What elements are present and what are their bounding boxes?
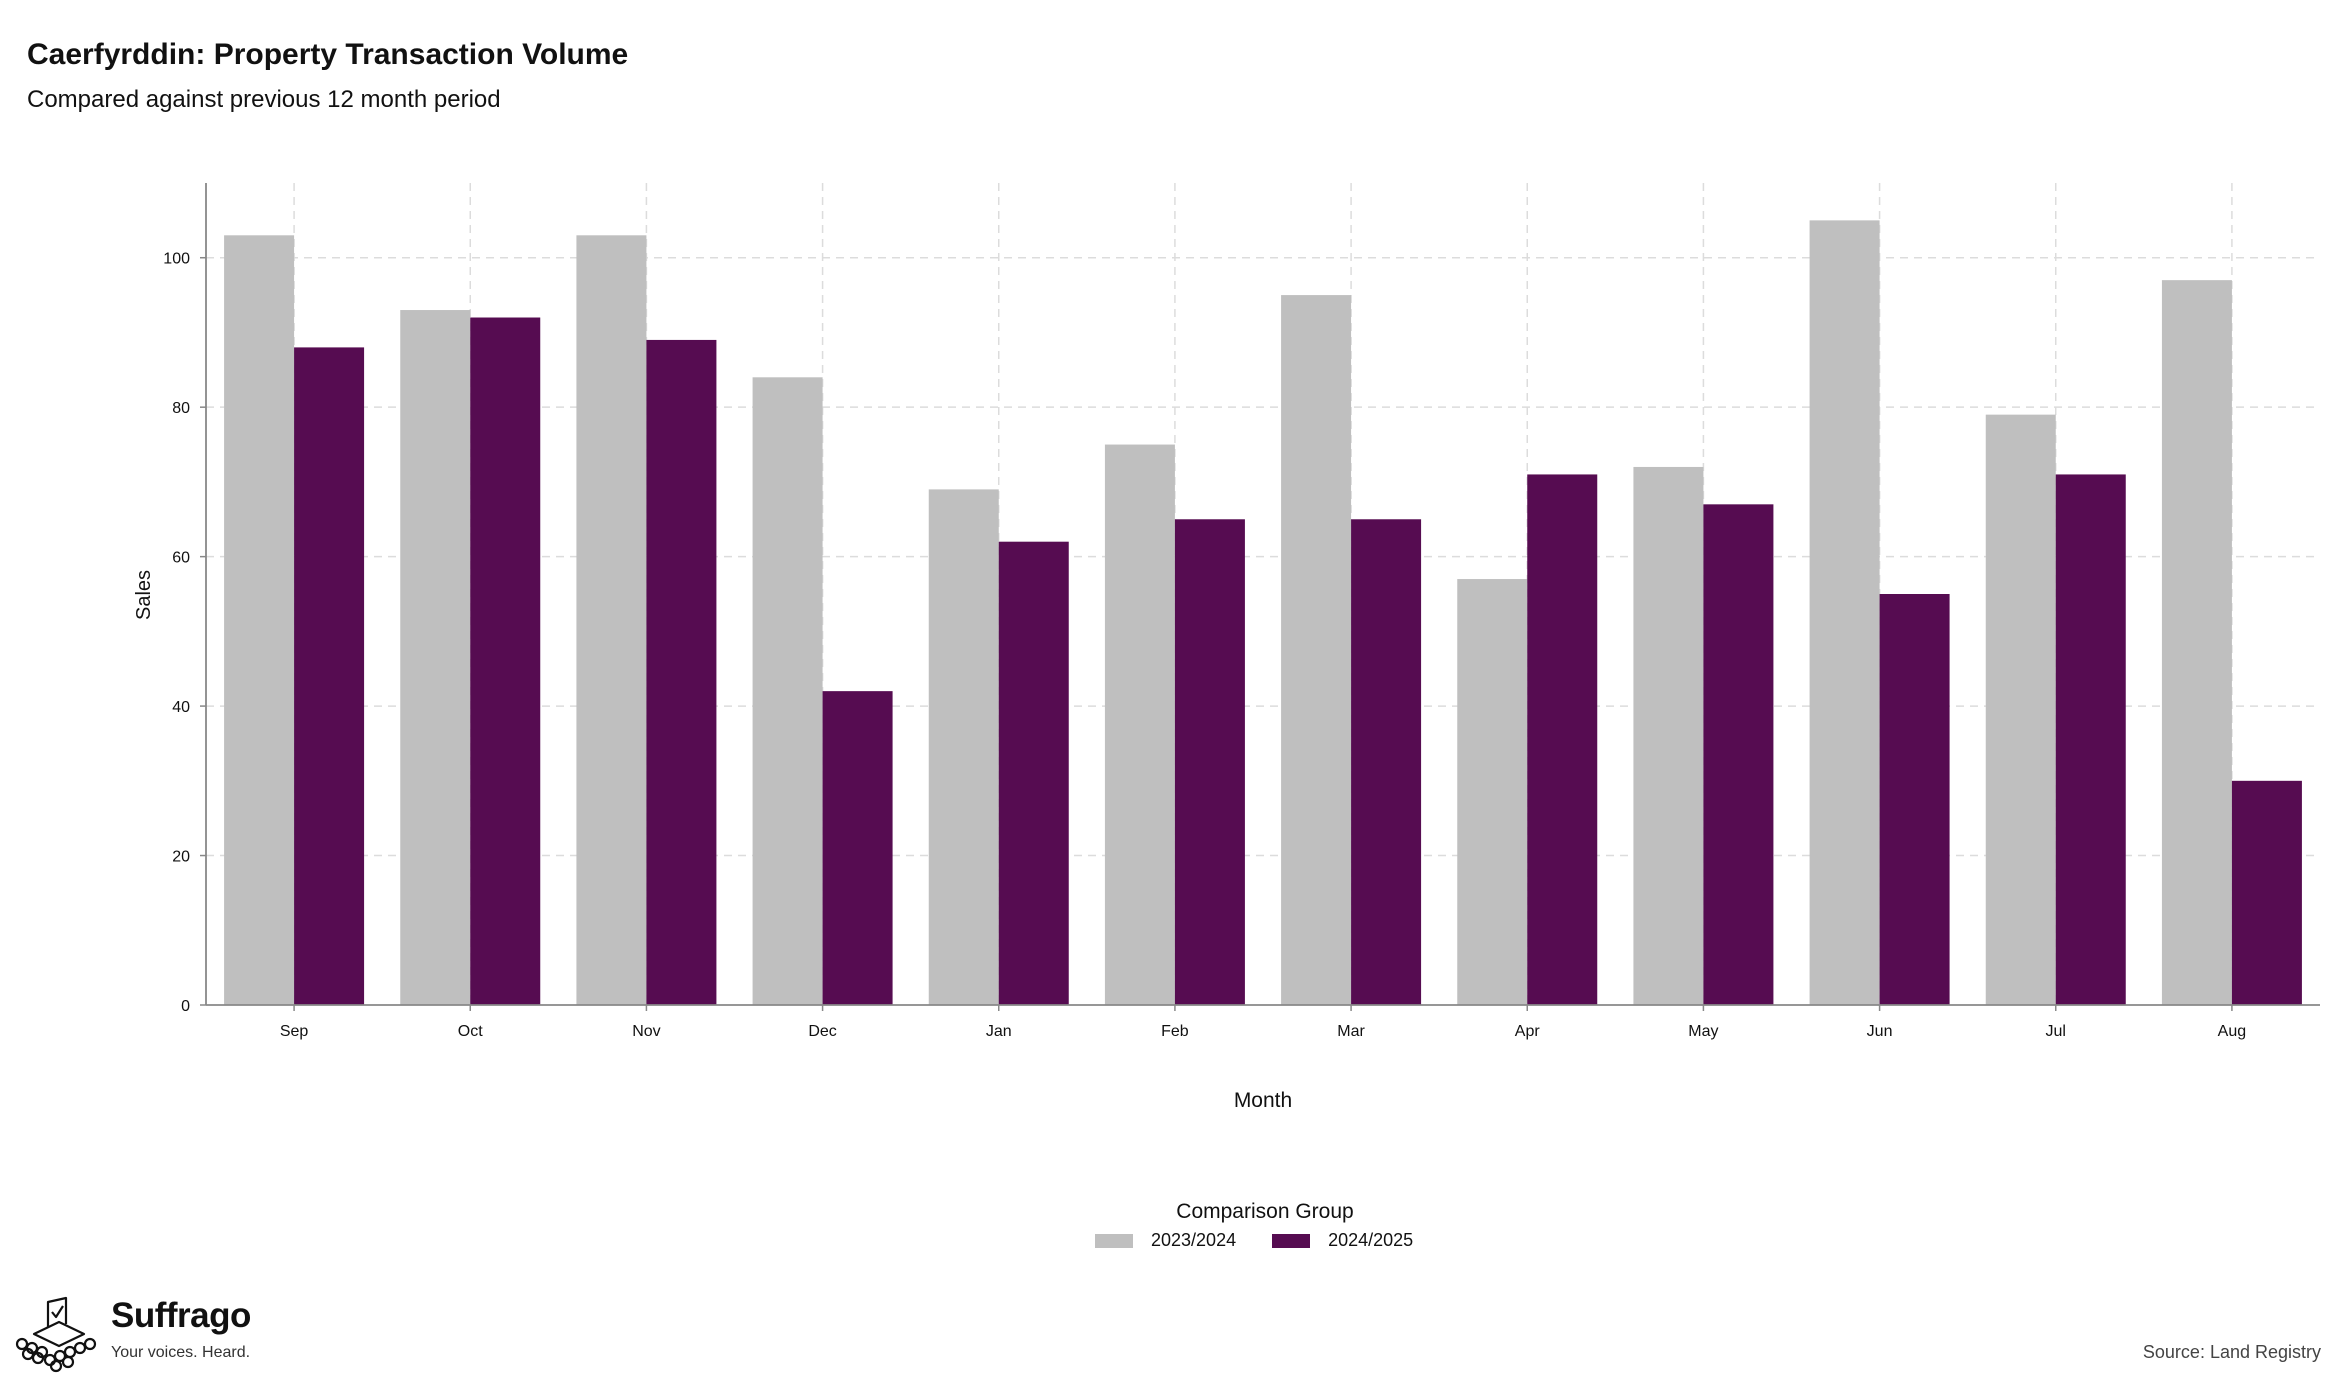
bar-2023-2024-jun: [1809, 220, 1880, 1005]
brand-name: Suffrago: [111, 1296, 251, 1335]
x-tick-label: Nov: [632, 1023, 660, 1040]
y-tick-label: 60: [172, 550, 190, 567]
legend-swatch-series-1: [1095, 1233, 1133, 1248]
bar-2023-2024-sep: [224, 235, 295, 1006]
bar-2023-2024-dec: [752, 377, 823, 1006]
x-tick-label: Sep: [280, 1023, 309, 1040]
bar-2023-2024-feb: [1104, 444, 1175, 1006]
legend-label-series-1: 2023/2024: [1151, 1230, 1237, 1250]
x-tick-label: Jun: [1867, 1023, 1893, 1040]
bar-2024-2025-apr: [1527, 474, 1598, 1005]
y-axis-title: Sales: [133, 570, 155, 620]
x-tick-label: May: [1688, 1023, 1718, 1040]
x-tick-label: Jul: [2046, 1023, 2066, 1040]
bar-2024-2025-jul: [2055, 474, 2126, 1005]
x-tick-label: Dec: [808, 1023, 836, 1040]
bar-2023-2024-aug: [2161, 280, 2232, 1005]
y-tick-label: 20: [172, 849, 190, 866]
bar-2024-2025-oct: [470, 317, 541, 1005]
bar-2023-2024-nov: [576, 235, 647, 1006]
bar-2023-2024-apr: [1457, 579, 1528, 1005]
bar-2024-2025-sep: [294, 347, 365, 1005]
bar-2023-2024-jul: [1985, 414, 2056, 1005]
x-tick-label: Apr: [1515, 1023, 1541, 1040]
legend: 2023/2024 2024/2025: [1095, 1230, 1449, 1251]
y-tick-label: 40: [172, 699, 190, 716]
x-tick-label: Mar: [1337, 1023, 1365, 1040]
bar-2023-2024-may: [1633, 466, 1704, 1005]
chart-subtitle: Compared against previous 12 month perio…: [27, 86, 501, 113]
x-tick-label: Aug: [2218, 1023, 2246, 1040]
chart-title: Caerfyrddin: Property Transaction Volume: [27, 38, 629, 71]
x-axis-title: Month: [1234, 1089, 1292, 1112]
bar-2023-2024-mar: [1281, 295, 1352, 1005]
legend-label-series-2: 2024/2025: [1328, 1230, 1414, 1250]
y-tick-label: 80: [172, 400, 190, 417]
x-tick-label: Jan: [986, 1023, 1012, 1040]
y-tick-label: 100: [163, 251, 190, 268]
bar-2024-2025-mar: [1351, 519, 1422, 1005]
bar-2024-2025-may: [1703, 504, 1774, 1005]
bar-chart: 0 20 40 60 80 100 Sep Oct Nov Dec Jan Feb Mar Apr May J…: [133, 183, 2320, 1112]
bar-2024-2025-jan: [998, 541, 1069, 1005]
bar-2024-2025-dec: [822, 691, 893, 1005]
bar-2024-2025-feb: [1174, 519, 1245, 1005]
bar-2023-2024-jan: [928, 489, 999, 1005]
x-tick-label: Oct: [458, 1023, 483, 1040]
brand-tagline: Your voices. Heard.: [111, 1344, 251, 1361]
bar-2024-2025-aug: [2231, 780, 2302, 1005]
legend-item-series-1: 2023/2024: [1095, 1230, 1236, 1251]
bar-2024-2025-nov: [646, 339, 717, 1006]
source-note: Source: Land Registry: [2142, 1342, 2321, 1362]
bar-2024-2025-jun: [1879, 594, 1950, 1005]
y-tick-label: 0: [181, 998, 190, 1015]
legend-swatch-series-2: [1272, 1233, 1311, 1248]
ballot-box-logo-icon: [15, 1296, 97, 1373]
legend-item-series-2: 2024/2025: [1272, 1230, 1413, 1251]
legend-title: Comparison Group: [1176, 1200, 1354, 1223]
x-tick-label: Feb: [1161, 1023, 1189, 1040]
bar-2023-2024-oct: [400, 310, 471, 1005]
